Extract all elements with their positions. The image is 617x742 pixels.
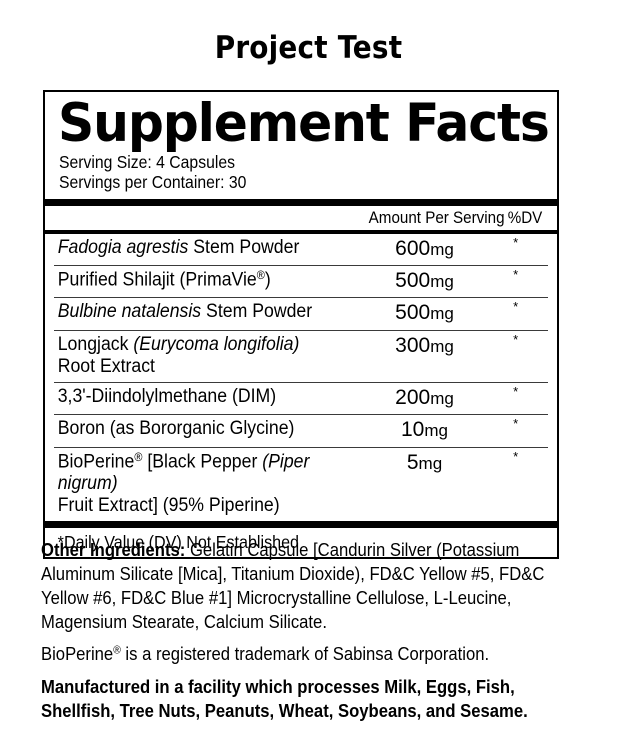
ingredient-table-body: Fadogia agrestis Stem Powder 600mg * Purifi… [54,234,548,521]
ingredient-daily-value: * [513,448,519,464]
ingredient-daily-value: * [513,416,519,432]
ingredient-daily-value: * [513,267,519,283]
other-ingredients-paragraph: Other Ingredients: Gelatin Capsule [Cand… [41,538,580,633]
servings-per-container-line: Servings per Container: 30 [59,172,247,193]
serving-info: Serving Size: 4 Capsules Servings per Co… [54,152,548,199]
rule-medium-under-header [45,229,557,234]
ingredient-row: Bulbine natalensis Stem Powder 500mg * [54,297,548,330]
ingredient-table: Fadogia agrestis Stem Powder 600mg * Purifi… [54,234,548,521]
ingredient-row: Purified Shilajit (PrimaVie®) 500mg * [54,265,548,298]
column-header-dv: %DV [507,208,543,227]
other-ingredients-text: Gelatin Capsule [Candurin Silver (Potass… [41,539,545,632]
page-title: Project Test [214,30,403,66]
other-ingredients-label: Other Ingredients: [41,539,186,560]
ingredient-amount: 300mg [395,333,454,357]
ingredient-name: BioPerine® [Black Pepper (Piper nigrum) F… [57,450,310,517]
column-header-name [54,206,358,230]
ingredient-row: BioPerine® [Black Pepper (Piper nigrum) F… [54,447,548,521]
ingredient-amount: 500mg [395,269,454,293]
ingredient-name: Fadogia agrestis Stem Powder [57,236,300,258]
ingredient-amount: 10mg [401,418,448,442]
ingredient-row: Longjack (Eurycoma longifolia) Root Extra… [54,330,548,382]
supplement-facts-heading: Supplement Facts [58,93,550,154]
allergen-statement: Manufactured in a facility which process… [41,676,528,721]
ingredient-row: 3,3'-Diindolylmethane (DIM) 200mg * [54,382,548,414]
ingredient-name: Purified Shilajit (PrimaVie®) [57,269,271,291]
ingredient-daily-value: * [513,331,519,347]
ingredient-row: Fadogia agrestis Stem Powder 600mg * [54,234,548,266]
column-header-table: Amount Per Serving %DV [54,206,548,230]
ingredient-daily-value: * [513,383,519,399]
ingredient-amount: 5mg [406,450,443,474]
ingredient-amount: 600mg [395,236,454,260]
ingredient-daily-value: * [513,234,519,250]
ingredient-daily-value: * [513,299,519,315]
ingredient-row: Boron (as Bororganic Glycine) 10mg * [54,414,548,447]
ingredient-amount: 200mg [395,385,454,409]
column-header-row: Amount Per Serving %DV [54,206,548,230]
trademark-note: BioPerine® is a registered trademark of … [41,643,490,665]
column-header-section: Amount Per Serving %DV [45,206,557,230]
serving-size-line: Serving Size: 4 Capsules [59,151,235,172]
ingredient-rows-section: Fadogia agrestis Stem Powder 600mg * Purifi… [45,234,557,521]
ingredient-name: Longjack (Eurycoma longifolia) Root Extra… [57,333,300,377]
supplement-facts-panel: Supplement Facts Serving Size: 4 Capsule… [43,90,559,560]
ingredient-amount: 500mg [395,301,454,325]
ingredient-name: Bulbine natalensis Stem Powder [57,301,313,323]
column-header-amount: Amount Per Serving [368,208,505,227]
rule-thick-top [45,198,557,206]
daily-value-footnote: *Daily Value (DV) Not Established [57,532,299,553]
rule-thick-bottom [45,521,557,529]
footnote-section: *Daily Value (DV) Not Established [45,528,557,557]
panel-header-section: Supplement Facts Serving Size: 4 Capsule… [45,93,557,199]
below-panel-text: Other Ingredients: Gelatin Capsule [Cand… [41,538,581,723]
ingredient-name: 3,3'-Diindolylmethane (DIM) [57,385,277,407]
ingredient-name: Boron (as Bororganic Glycine) [57,418,295,440]
